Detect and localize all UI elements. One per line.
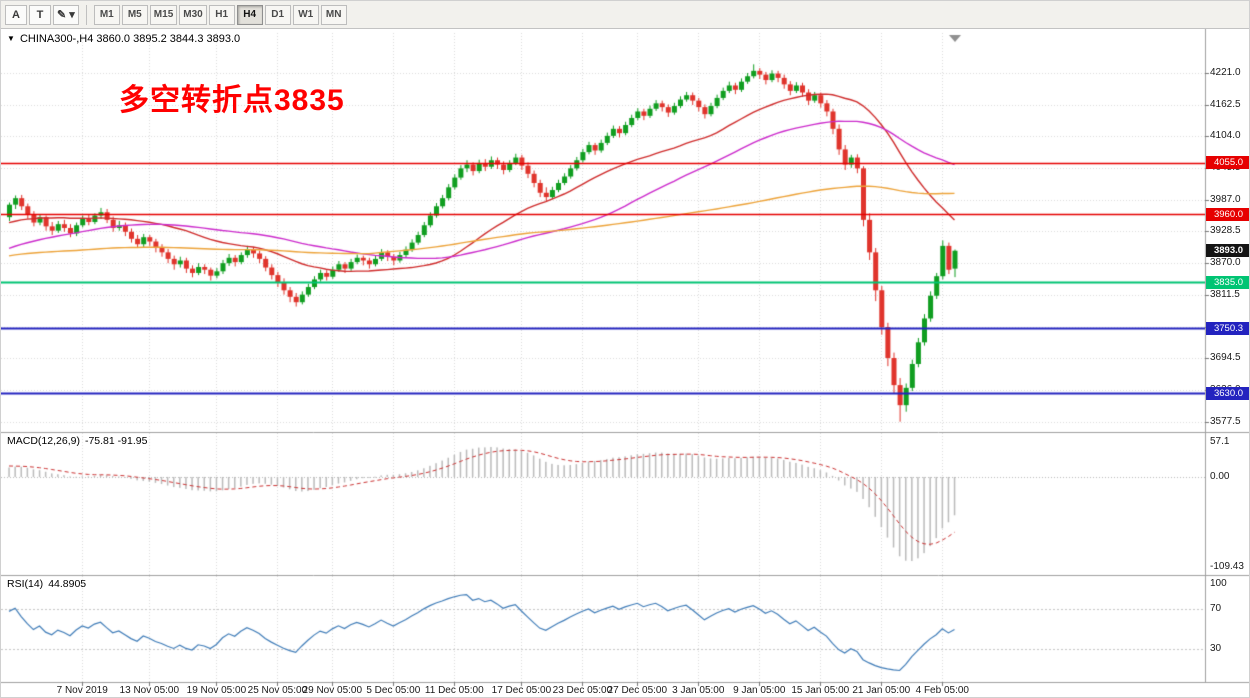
timeframe-button-h1[interactable]: H1 [208,4,235,25]
timeframe-button-h4[interactable]: H4 [236,4,263,25]
timeframe-button-m15[interactable]: M15 [149,4,178,25]
time-axis-label: 5 Dec 05:00 [366,685,421,696]
top-toolbar: A T ✎ ▾ M1 M5 M15 M30 H1 H4 D1 W1 MN [1,1,1249,29]
macd-scale-top-label: 57.1 [1210,436,1230,447]
rsi-level-label: 30 [1210,642,1222,654]
annotation-tool-button[interactable]: T [29,4,51,25]
toolbar-separator [85,4,87,25]
price-axis-label: 3870.0 [1210,257,1241,269]
price-axis-label: 3987.0 [1210,193,1241,205]
time-axis-label: 21 Jan 05:00 [852,685,911,696]
time-axis-label: 25 Nov 05:00 [247,685,308,696]
timeframe-button-m5[interactable]: M5 [121,4,148,25]
price-axis-label: 3811.5 [1210,288,1240,300]
price-axis-label: 3928.5 [1210,225,1241,237]
time-axis-label: 3 Jan 05:00 [672,685,725,696]
timeframe-button-group: M1 M5 M15 M30 H1 H4 D1 W1 MN [93,4,348,25]
timeframe-button-m30[interactable]: M30 [179,4,207,25]
hline-price-badge[interactable]: 4055.0 [1206,156,1249,170]
macd-scale-bottom-label: -109.43 [1210,561,1244,572]
price-axis-label: 4162.5 [1210,98,1241,110]
draw-tool-dropdown[interactable]: ✎ ▾ [53,4,79,25]
price-chart-canvas[interactable] [1,29,1249,697]
time-axis-label: 17 Dec 05:00 [491,685,552,696]
macd-name: MACD(12,26,9) [7,435,80,447]
price-axis-label: 4221.0 [1210,67,1241,78]
symbol-name: CHINA300-,H4 [19,33,94,45]
hline-price-badge[interactable]: 3960.0 [1206,207,1249,221]
tool-button-group: A T ✎ ▾ [4,4,80,25]
timeframe-button-w1[interactable]: W1 [292,4,319,25]
rsi-scale-top-label: 100 [1210,578,1227,589]
macd-indicator-label: MACD(12,26,9) -75.81 -91.95 [7,435,147,447]
current-price-badge: 3893.0 [1206,244,1249,258]
rsi-indicator-label: RSI(14) 44.8905 [7,578,86,590]
rsi-value: 44.8905 [48,578,87,590]
macd-values: -75.81 -91.95 [84,435,148,447]
hline-price-badge[interactable]: 3630.0 [1206,386,1249,400]
rsi-level-label: 70 [1210,603,1222,615]
time-axis-label: 4 Feb 05:00 [915,685,969,696]
time-axis-label: 7 Nov 2019 [56,685,108,696]
time-axis-label: 13 Nov 05:00 [119,685,180,696]
time-axis-label: 27 Dec 05:00 [607,685,668,696]
symbol-info: ▼ CHINA300-,H4 3860.0 3895.2 3844.3 3893… [7,33,240,45]
text-tool-button[interactable]: A [5,4,27,25]
time-axis-label: 15 Jan 05:00 [791,685,850,696]
hline-price-badge[interactable]: 3750.3 [1206,321,1249,335]
timeframe-button-d1[interactable]: D1 [264,4,291,25]
price-axis-label: 4104.0 [1210,130,1241,142]
macd-scale-zero-label: 0.00 [1210,470,1230,482]
time-axis-label: 19 Nov 05:00 [186,685,247,696]
chevron-down-icon: ▼ [7,34,15,43]
timeframe-button-mn[interactable]: MN [320,4,347,25]
time-axis-label: 23 Dec 05:00 [552,685,613,696]
price-axis-label: 3694.5 [1210,352,1241,364]
rsi-name: RSI(14) [7,578,44,590]
timeframe-button-m1[interactable]: M1 [93,4,120,25]
time-axis-label: 11 Dec 05:00 [424,685,484,696]
hline-price-badge[interactable]: 3835.0 [1206,275,1249,289]
time-axis-label: 29 Nov 05:00 [302,685,363,696]
chart-area: 4221.04162.54104.04045.53987.03928.53870… [1,29,1249,697]
ohlc-readout: 3860.0 3895.2 3844.3 3893.0 [96,33,241,45]
time-axis-label: 9 Jan 05:00 [733,685,786,696]
price-axis-label: 3577.5 [1210,415,1241,427]
chart-annotation-text: 多空转折点3835 [119,84,345,117]
